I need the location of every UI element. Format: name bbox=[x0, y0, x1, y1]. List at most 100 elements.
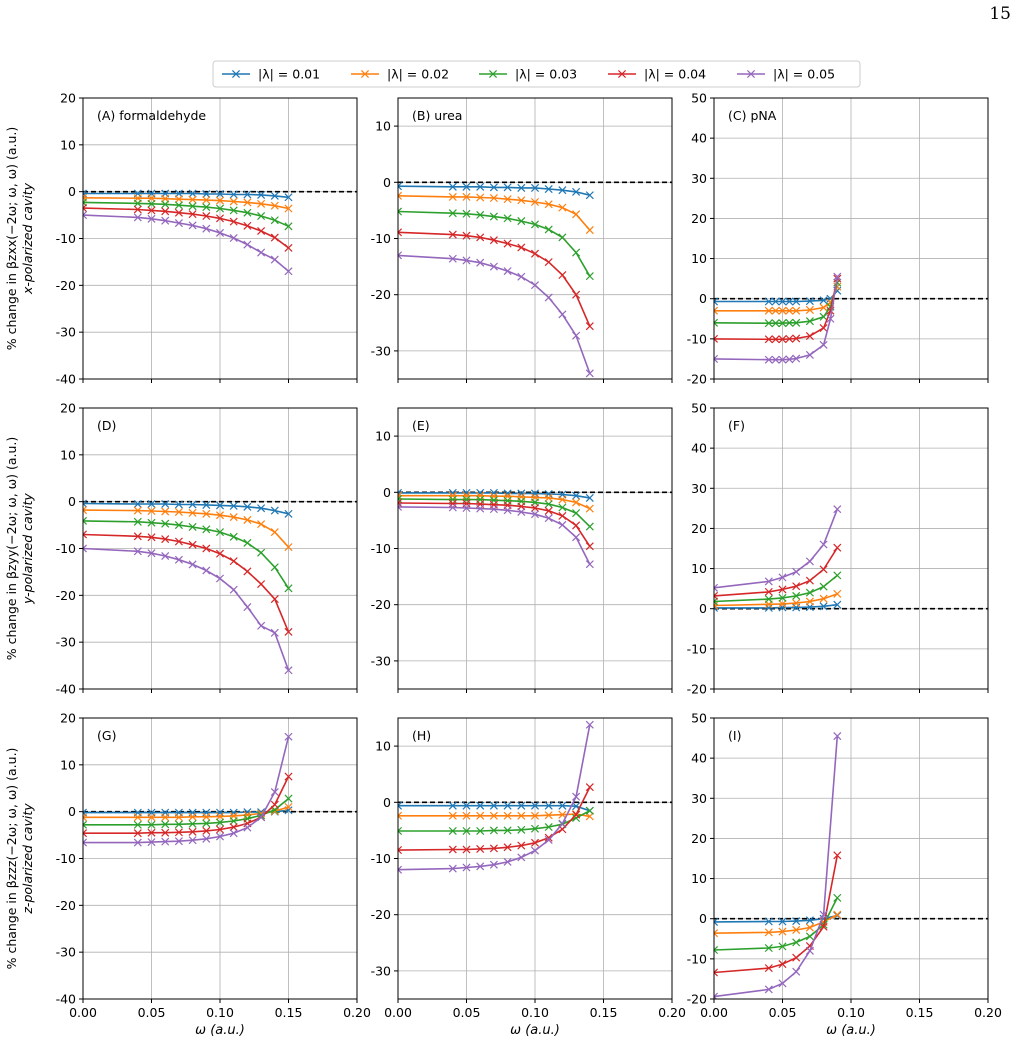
data-point bbox=[215, 189, 225, 199]
data-point bbox=[764, 595, 773, 604]
data-point bbox=[243, 603, 252, 612]
data-point bbox=[188, 812, 197, 821]
series-line bbox=[398, 786, 591, 851]
data-point bbox=[398, 865, 403, 874]
data-point bbox=[398, 811, 403, 820]
data-point bbox=[819, 303, 828, 312]
data-point bbox=[229, 829, 238, 838]
data-point bbox=[83, 838, 88, 847]
data-point bbox=[270, 528, 279, 537]
y-tick-label: 10 bbox=[375, 429, 391, 444]
data-point bbox=[530, 220, 540, 229]
panel-title: (C) pNA bbox=[728, 108, 777, 123]
data-point bbox=[792, 917, 801, 926]
data-point bbox=[83, 530, 88, 539]
data-point bbox=[215, 818, 225, 827]
data-point bbox=[714, 929, 719, 938]
data-point bbox=[257, 199, 266, 208]
data-point bbox=[771, 319, 780, 328]
data-point bbox=[517, 489, 526, 498]
data-point bbox=[544, 185, 553, 194]
legend-marker bbox=[617, 69, 627, 79]
data-point bbox=[147, 533, 156, 542]
data-point bbox=[174, 537, 183, 546]
y-axis-label: % change in βzzz(−2ω; ω, ω) (a.u.) bbox=[4, 748, 19, 970]
data-point bbox=[819, 602, 828, 611]
data-point bbox=[462, 845, 471, 854]
data-point bbox=[398, 502, 403, 511]
panel-title: (A) formaldehyde bbox=[97, 108, 206, 123]
panel-g: -40 -30 -20 -10 0 10 20 0.00 0.05 0.10 0.15 0.20 (G) bbox=[56, 711, 371, 1021]
data-point bbox=[83, 516, 88, 525]
panel-i: -20 -10 0 10 20 30 40 50 0.00 0.05 0.10 0.15 0.20 (I) bbox=[687, 711, 1002, 1021]
data-point bbox=[792, 591, 801, 600]
data-point bbox=[83, 544, 88, 553]
legend-marker bbox=[488, 69, 498, 79]
data-point bbox=[215, 832, 225, 841]
series-line bbox=[83, 214, 290, 272]
y-axis-label: % change in βzyy(−2ω; ω, ω) (a.u.) bbox=[4, 437, 19, 661]
data-point bbox=[764, 928, 773, 937]
y-tick-label: 0 bbox=[68, 494, 76, 509]
y-tick-label: -20 bbox=[371, 287, 391, 302]
data-point bbox=[462, 256, 471, 265]
data-point bbox=[188, 827, 197, 836]
data-point bbox=[764, 587, 773, 596]
y-tick-label: -40 bbox=[56, 372, 76, 387]
data-point bbox=[544, 823, 553, 832]
data-point bbox=[462, 863, 471, 872]
data-point bbox=[771, 355, 780, 364]
y-tick-label: -20 bbox=[371, 597, 391, 612]
series-group bbox=[83, 732, 293, 847]
data-point bbox=[764, 917, 773, 926]
y-tick-label: -20 bbox=[371, 907, 391, 922]
data-point bbox=[819, 540, 828, 549]
data-point bbox=[257, 580, 266, 589]
data-point bbox=[476, 826, 485, 835]
data-point bbox=[147, 813, 156, 822]
data-point bbox=[530, 489, 540, 498]
data-point bbox=[161, 813, 170, 822]
data-point bbox=[147, 214, 156, 223]
data-point bbox=[161, 519, 170, 528]
data-point bbox=[585, 504, 594, 513]
data-point bbox=[805, 576, 814, 585]
data-point bbox=[585, 720, 594, 729]
data-point bbox=[243, 190, 252, 199]
data-point bbox=[764, 319, 773, 328]
data-point bbox=[517, 801, 526, 810]
data-point bbox=[585, 369, 594, 378]
data-point bbox=[476, 504, 485, 513]
data-point bbox=[270, 233, 279, 242]
data-point bbox=[778, 319, 787, 328]
data-point bbox=[517, 217, 526, 226]
data-point bbox=[764, 306, 773, 315]
panel-aformaldehyde: -40 -30 -20 -10 0 10 20 (A) formaldehyde bbox=[56, 91, 358, 387]
data-point bbox=[215, 549, 225, 558]
data-point bbox=[161, 551, 170, 561]
data-point bbox=[229, 234, 238, 243]
data-point bbox=[448, 182, 457, 191]
data-point bbox=[544, 835, 553, 844]
data-point bbox=[833, 272, 842, 281]
y-tick-label: -30 bbox=[371, 343, 391, 358]
data-point bbox=[476, 491, 485, 500]
data-point bbox=[833, 910, 842, 919]
data-point bbox=[174, 208, 183, 217]
data-point bbox=[215, 808, 225, 817]
data-point bbox=[764, 603, 773, 612]
series-line bbox=[398, 231, 591, 327]
data-point bbox=[133, 517, 142, 526]
data-point bbox=[764, 335, 773, 344]
x-tick-label: 0.20 bbox=[974, 1005, 1002, 1020]
series-line bbox=[398, 724, 591, 871]
data-point bbox=[174, 820, 183, 829]
data-point bbox=[714, 334, 719, 343]
panel-title: (F) bbox=[728, 418, 745, 433]
data-point bbox=[243, 240, 252, 249]
legend-label: |λ| = 0.02 bbox=[387, 67, 449, 82]
series-line bbox=[83, 736, 290, 844]
data-point bbox=[133, 199, 142, 208]
data-point bbox=[530, 504, 540, 513]
